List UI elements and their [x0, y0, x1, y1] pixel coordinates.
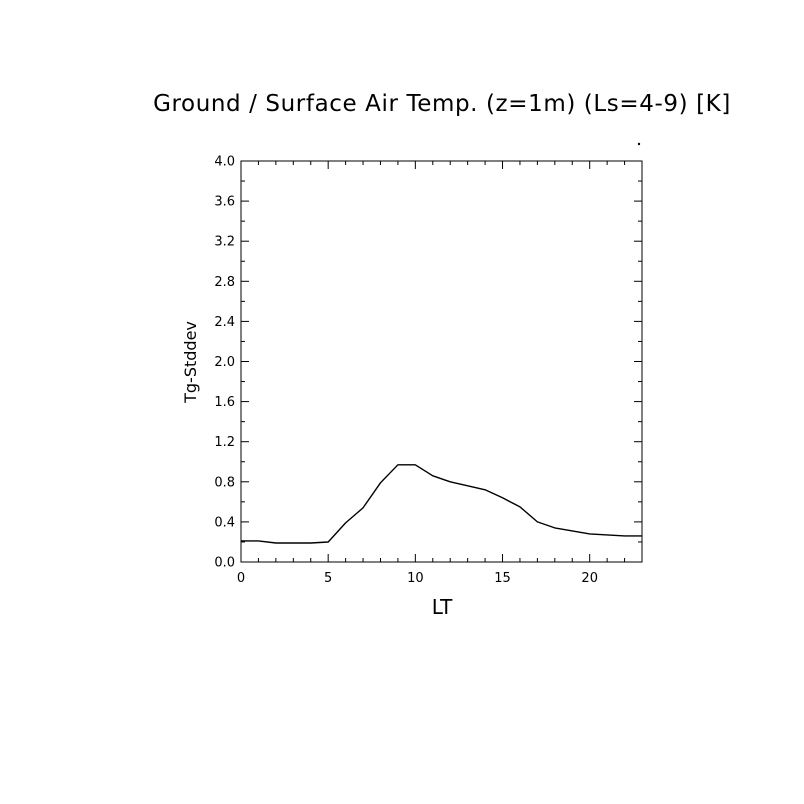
- corner-dot-mark: [637, 142, 641, 146]
- y-tick-label: 3.2: [214, 235, 235, 250]
- series-line: [241, 464, 642, 544]
- y-axis-ticks: [241, 160, 642, 563]
- y-axis-title: Tg-Stddev: [181, 321, 200, 404]
- series-lines: [241, 464, 642, 544]
- x-axis-tick-labels: 0 5 10 15 20: [237, 571, 598, 586]
- x-tick-label: 0: [237, 571, 245, 586]
- x-tick-label: 10: [407, 571, 424, 586]
- x-tick-label: 15: [494, 571, 511, 586]
- x-tick-label: 5: [324, 571, 332, 586]
- x-tick-label: 20: [581, 571, 598, 586]
- x-axis-ticks: [240, 161, 643, 562]
- plot-frame: [240, 160, 643, 563]
- y-tick-label: 0.0: [214, 556, 235, 571]
- chart-title: Ground / Surface Air Temp. (z=1m) (Ls=4-…: [153, 91, 731, 117]
- y-tick-label: 0.8: [214, 475, 235, 490]
- x-axis-title: LT: [432, 595, 453, 619]
- y-tick-label: 2.4: [214, 315, 235, 330]
- y-tick-label: 1.6: [214, 395, 235, 410]
- y-tick-label: 1.2: [214, 435, 235, 450]
- y-tick-label: 2.8: [214, 275, 235, 290]
- y-tick-label: 4.0: [214, 155, 235, 170]
- y-tick-label: 3.6: [214, 195, 235, 210]
- y-axis-tick-labels: 0.0 0.4 0.8 1.2 1.6 2.0 2.4 2.8 3.2 3.6 4.0: [214, 155, 235, 571]
- y-tick-label: 2.0: [214, 355, 235, 370]
- y-tick-label: 0.4: [214, 515, 235, 530]
